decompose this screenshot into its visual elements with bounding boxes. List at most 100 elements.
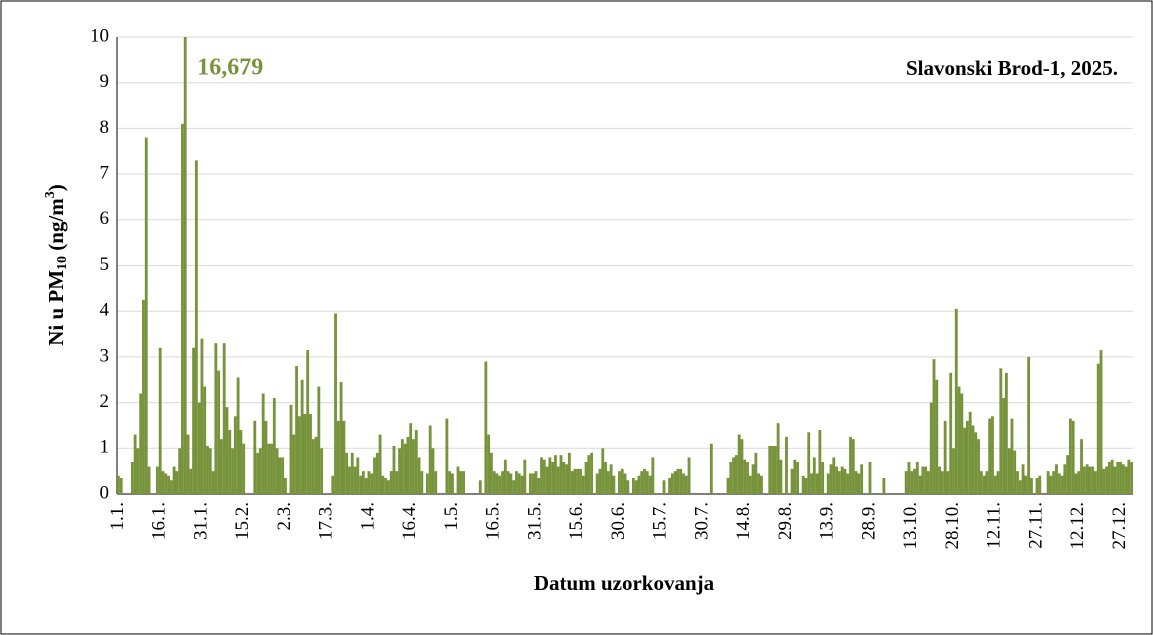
bar bbox=[1038, 475, 1042, 494]
bar bbox=[495, 473, 499, 494]
bar bbox=[503, 459, 507, 494]
bar bbox=[331, 475, 335, 494]
bar bbox=[256, 452, 260, 494]
bar bbox=[1063, 464, 1067, 494]
bar bbox=[1116, 462, 1120, 494]
bar bbox=[751, 464, 755, 494]
bar bbox=[1027, 356, 1031, 494]
bar bbox=[673, 471, 677, 494]
bar bbox=[540, 457, 543, 494]
bar bbox=[392, 446, 396, 494]
bar bbox=[932, 359, 936, 494]
bar bbox=[985, 471, 989, 494]
bar bbox=[740, 439, 744, 494]
bar bbox=[295, 366, 298, 494]
bar bbox=[389, 471, 393, 494]
bar bbox=[609, 464, 613, 494]
bar bbox=[768, 446, 772, 494]
bar bbox=[292, 434, 296, 494]
bar bbox=[1010, 418, 1014, 494]
bar bbox=[197, 402, 201, 494]
bar bbox=[815, 473, 819, 494]
bar bbox=[598, 468, 602, 494]
bar bbox=[776, 423, 780, 494]
bar bbox=[929, 402, 933, 494]
bar bbox=[222, 343, 226, 494]
bar bbox=[551, 462, 555, 494]
bar bbox=[562, 462, 566, 494]
bar bbox=[350, 452, 354, 494]
bar bbox=[381, 475, 385, 494]
bar bbox=[924, 466, 928, 494]
bar bbox=[164, 473, 168, 494]
bar bbox=[988, 418, 992, 494]
bar bbox=[314, 436, 318, 494]
bar bbox=[1080, 439, 1083, 494]
bar bbox=[242, 443, 246, 494]
bar bbox=[801, 475, 805, 494]
bar bbox=[545, 466, 549, 494]
bar bbox=[746, 462, 749, 494]
bar bbox=[253, 420, 257, 494]
bar bbox=[849, 436, 852, 494]
x-tick-label: 1.5. bbox=[441, 502, 462, 531]
bar bbox=[631, 478, 635, 494]
bar bbox=[1085, 464, 1089, 494]
bar bbox=[284, 478, 287, 494]
bar bbox=[943, 420, 947, 494]
y-axis-title-sup: 3 bbox=[43, 191, 58, 198]
bar bbox=[567, 452, 571, 494]
bar bbox=[147, 466, 151, 494]
bar bbox=[1004, 372, 1008, 494]
bar bbox=[239, 430, 243, 494]
y-tick-label: 4 bbox=[100, 300, 110, 321]
bar bbox=[860, 464, 864, 494]
bar bbox=[456, 466, 460, 494]
chart-title: Slavonski Brod-1, 2025. bbox=[906, 56, 1118, 80]
x-tick-label: 1.1. bbox=[107, 502, 128, 531]
bar bbox=[1071, 420, 1075, 494]
bar bbox=[311, 439, 315, 494]
bar bbox=[181, 123, 184, 494]
bar bbox=[915, 462, 919, 494]
bar bbox=[1127, 459, 1131, 494]
bar bbox=[144, 137, 148, 495]
bar bbox=[353, 466, 357, 494]
bar bbox=[548, 457, 552, 494]
y-axis-title-part: (ng/m bbox=[44, 198, 68, 256]
bar bbox=[345, 452, 349, 494]
bar bbox=[612, 475, 616, 494]
bar bbox=[679, 468, 683, 494]
x-tick-label: 2.3. bbox=[274, 502, 295, 531]
bar bbox=[142, 299, 145, 494]
bar bbox=[748, 475, 752, 494]
bar bbox=[342, 420, 346, 494]
bar bbox=[581, 475, 585, 494]
bar bbox=[952, 448, 955, 494]
bar bbox=[492, 471, 496, 494]
bar bbox=[359, 475, 363, 494]
bar bbox=[927, 471, 930, 494]
bar bbox=[773, 446, 777, 494]
bar bbox=[921, 466, 925, 494]
bar bbox=[364, 478, 368, 494]
y-tick-label: 3 bbox=[100, 345, 110, 366]
bar bbox=[840, 466, 844, 494]
bar bbox=[1107, 462, 1111, 494]
bar bbox=[971, 425, 975, 494]
bar bbox=[523, 459, 527, 494]
bar bbox=[484, 361, 488, 494]
bar bbox=[258, 448, 262, 494]
bar bbox=[826, 473, 830, 494]
bar bbox=[361, 471, 365, 494]
bar bbox=[779, 459, 783, 494]
bar bbox=[306, 350, 310, 494]
bar bbox=[991, 416, 994, 494]
bar bbox=[225, 407, 229, 494]
bar bbox=[606, 471, 610, 494]
bar bbox=[297, 416, 301, 494]
bar bbox=[1021, 464, 1025, 494]
x-tick-label: 31.5. bbox=[524, 502, 545, 540]
bar bbox=[837, 471, 841, 494]
